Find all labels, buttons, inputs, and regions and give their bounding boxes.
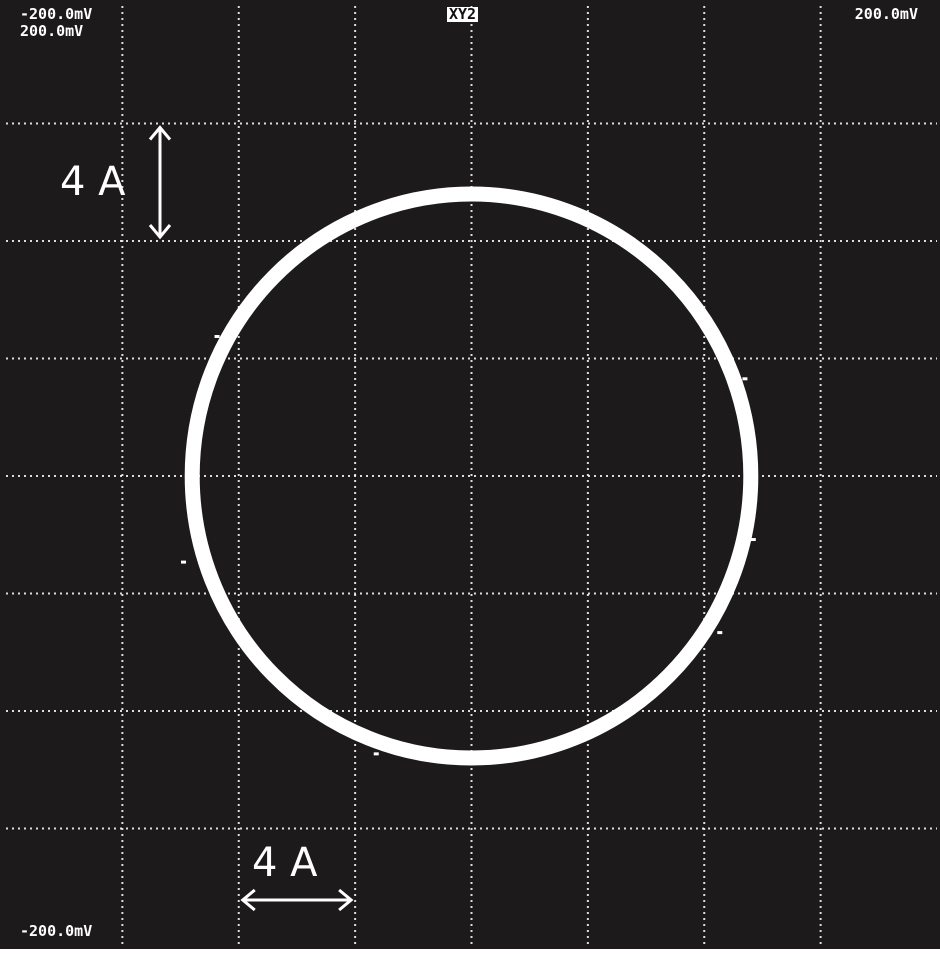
trace-noise-dot [625,712,631,716]
y-max-label: 200.0mV [20,22,84,40]
xy-trace-circle [184,186,759,766]
graticule [6,6,937,946]
trace-noise-dot [181,560,187,564]
vertical-scale-arrow-head-bottom [148,224,172,240]
trace-noise-dot [750,538,756,542]
horizontal-scale-arrow-head-right [338,888,354,912]
trace-noise-dot [717,631,723,635]
horizontal-scale-arrow-head-left [240,888,256,912]
vertical-scale-arrow-head-top [148,125,172,141]
trace-noise-dot [253,659,259,663]
trace-noise-dot [317,233,323,237]
x-min-label: -200.0mV [20,5,93,23]
xy-mode-label: XY2 [447,5,479,23]
x-max-label: 200.0mV [854,5,918,23]
trace-noise-dot [373,752,379,756]
horizontal-scale-label: 4 A [252,840,318,886]
vertical-scale-label: 4 A [60,159,126,205]
trace-noise-dot [639,244,645,248]
trace-noise-dot [742,377,748,381]
y-min-label: -200.0mV [20,922,93,940]
trace-noise-dot [214,335,220,338]
trace-noise-dot [513,191,519,195]
scale-markers [148,125,354,912]
traces [181,186,759,766]
